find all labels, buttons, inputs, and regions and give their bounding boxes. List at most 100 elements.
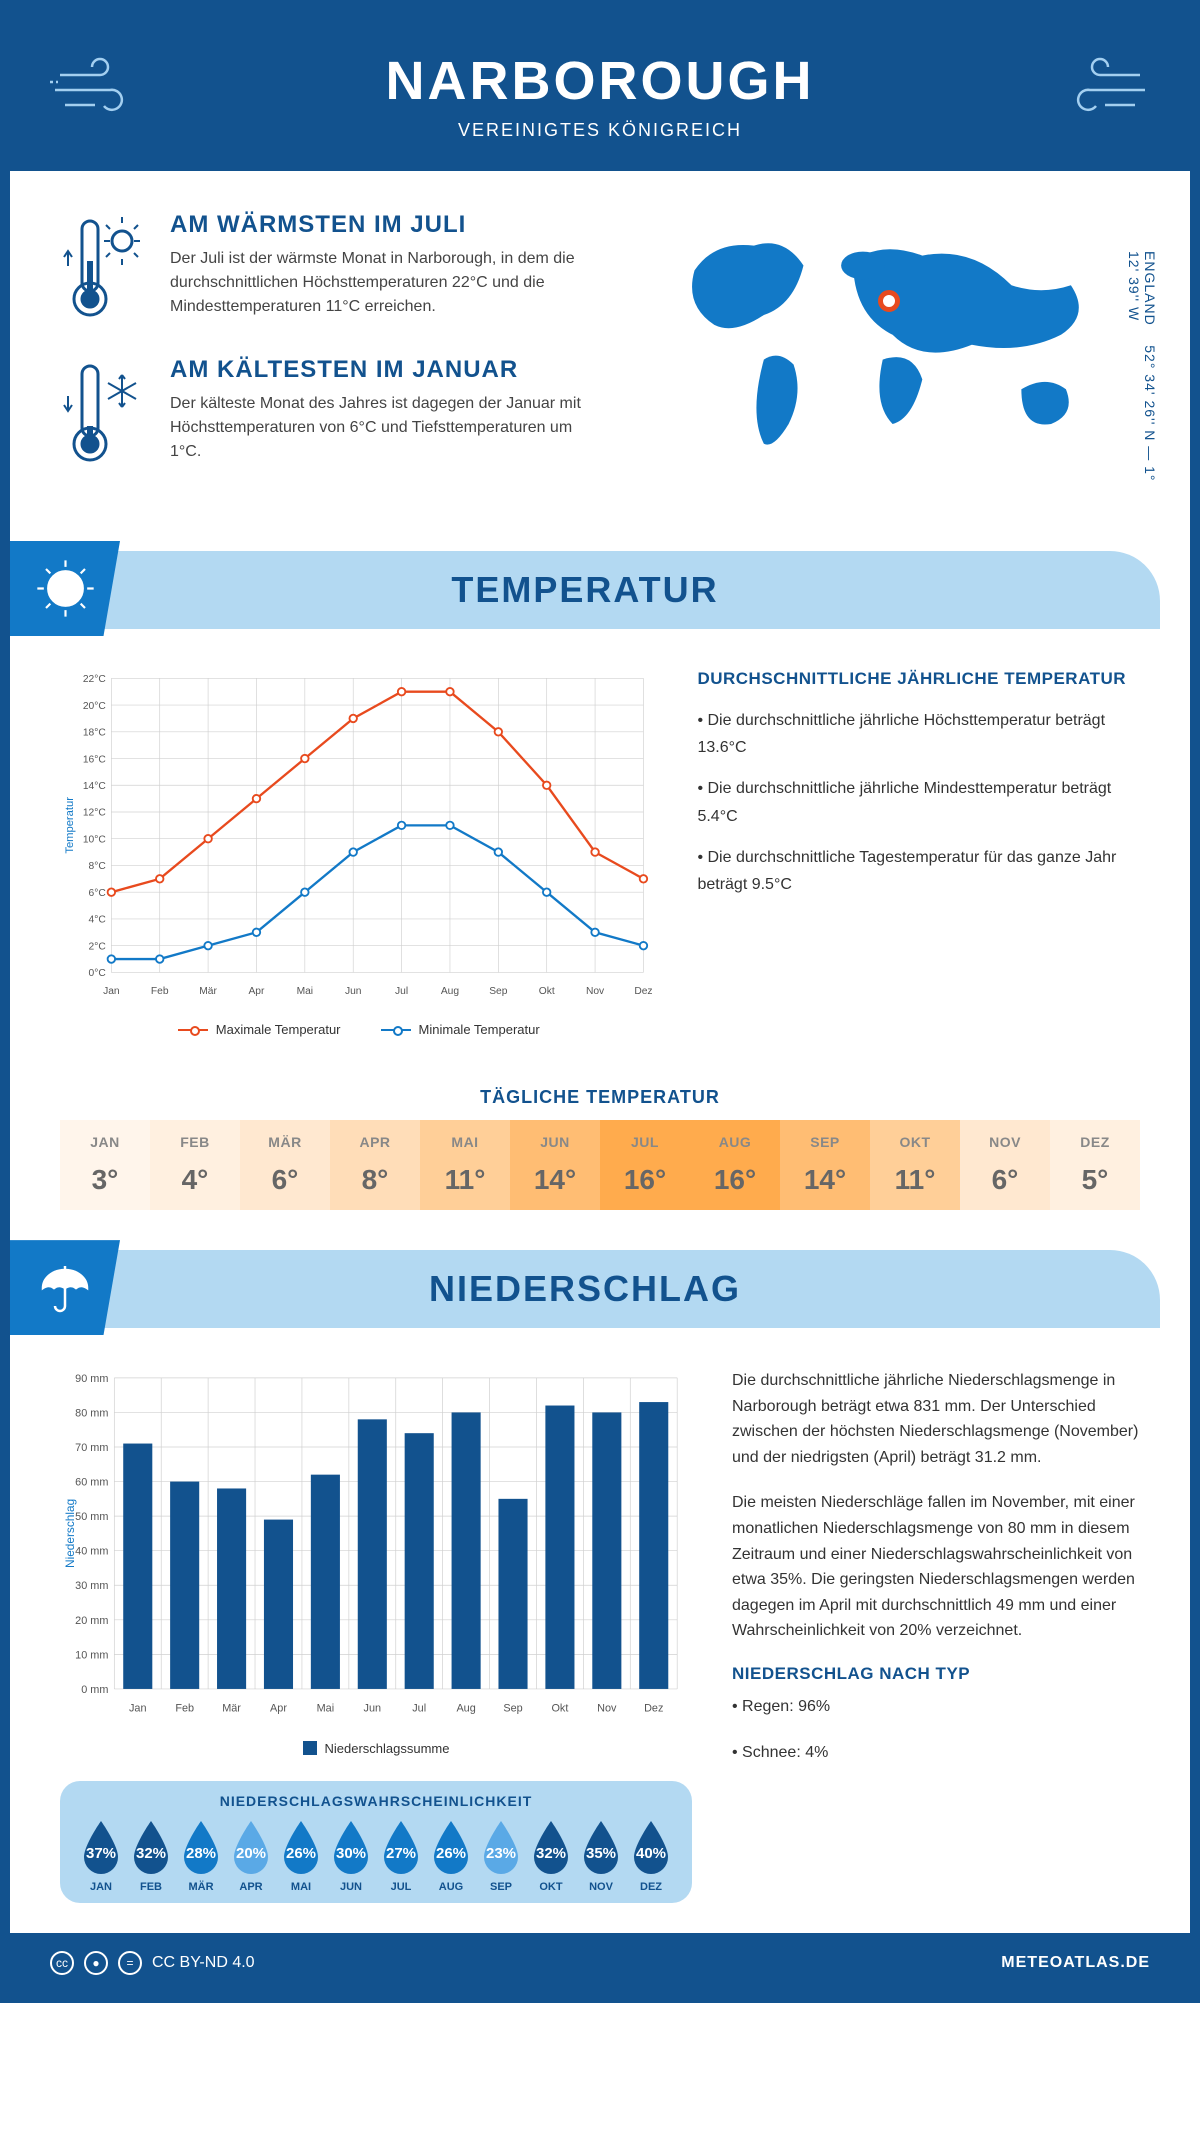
svg-text:Jul: Jul	[412, 1703, 426, 1715]
svg-text:Nov: Nov	[586, 986, 605, 997]
precip-p2: Die meisten Niederschläge fallen im Nove…	[732, 1490, 1140, 1644]
sun-icon	[10, 541, 120, 636]
svg-text:20 mm: 20 mm	[75, 1615, 108, 1627]
temp-cell: OKT11°	[870, 1120, 960, 1210]
svg-text:Apr: Apr	[248, 986, 265, 997]
svg-text:Sep: Sep	[503, 1703, 522, 1715]
svg-text:Mai: Mai	[297, 986, 314, 997]
svg-text:Jul: Jul	[395, 986, 408, 997]
section-title-precipitation: NIEDERSCHLAG	[10, 1268, 1160, 1310]
svg-text:Aug: Aug	[456, 1703, 475, 1715]
cc-icon: cc	[50, 1951, 74, 1975]
highlights: AM WÄRMSTEN IM JULI Der Juli ist der wär…	[60, 211, 605, 501]
legend-max-temp: Maximale Temperatur	[178, 1022, 341, 1037]
probability-drop: 26% AUG	[428, 1819, 474, 1893]
wind-icon	[1050, 50, 1150, 125]
svg-text:0 mm: 0 mm	[81, 1684, 108, 1696]
precipitation-probability-box: NIEDERSCHLAGSWAHRSCHEINLICHKEIT 37% JAN …	[60, 1781, 692, 1903]
legend-min-temp: Minimale Temperatur	[381, 1022, 540, 1037]
svg-text:Aug: Aug	[441, 986, 460, 997]
probability-drop: 28% MÄR	[178, 1819, 224, 1893]
highlight-warm-text: Der Juli ist der wärmste Monat in Narbor…	[170, 247, 605, 319]
daily-temperature-strip: JAN3°FEB4°MÄR6°APR8°MAI11°JUN14°JUL16°AU…	[60, 1120, 1140, 1210]
daily-temp-title: TÄGLICHE TEMPERATUR	[10, 1087, 1190, 1108]
temp-cell: NOV6°	[960, 1120, 1050, 1210]
svg-text:Niederschlag: Niederschlag	[63, 1499, 77, 1568]
precip-snow: • Schnee: 4%	[732, 1740, 1140, 1766]
temp-bullet-1: • Die durchschnittliche jährliche Höchst…	[697, 707, 1140, 761]
temperature-line-chart: 0°C2°C4°C6°C8°C10°C12°C14°C16°C18°C20°C2…	[60, 669, 657, 1037]
probability-drop: 37% JAN	[78, 1819, 124, 1893]
license-text: CC BY-ND 4.0	[152, 1954, 255, 1972]
svg-text:Jun: Jun	[364, 1703, 382, 1715]
svg-text:Mär: Mär	[199, 986, 217, 997]
svg-text:80 mm: 80 mm	[75, 1407, 108, 1419]
svg-text:Okt: Okt	[551, 1703, 568, 1715]
temp-cell: APR8°	[330, 1120, 420, 1210]
intro-section: AM WÄRMSTEN IM JULI Der Juli ist der wär…	[10, 171, 1190, 531]
probability-drop: 32% FEB	[128, 1819, 174, 1893]
highlight-coldest: AM KÄLTESTEN IM JANUAR Der kälteste Mona…	[60, 356, 605, 471]
svg-text:16°C: 16°C	[83, 754, 107, 765]
world-map-svg	[645, 211, 1140, 488]
svg-text:2°C: 2°C	[89, 941, 107, 952]
section-header-precipitation: NIEDERSCHLAG	[10, 1250, 1160, 1328]
coordinates: ENGLAND 52° 34' 26'' N — 1° 12' 39'' W	[1126, 251, 1158, 501]
svg-text:Feb: Feb	[175, 1703, 194, 1715]
svg-text:Jan: Jan	[129, 1703, 147, 1715]
infographic-page: NARBOROUGH VEREINIGTES KÖNIGREICH AM WÄR…	[0, 0, 1200, 2003]
svg-text:Jun: Jun	[345, 986, 362, 997]
svg-text:4°C: 4°C	[89, 915, 107, 926]
probability-drop: 20% APR	[228, 1819, 274, 1893]
svg-text:12°C: 12°C	[83, 808, 107, 819]
svg-text:Feb: Feb	[151, 986, 169, 997]
svg-text:14°C: 14°C	[83, 781, 107, 792]
svg-text:18°C: 18°C	[83, 728, 107, 739]
temp-bullet-2: • Die durchschnittliche jährliche Mindes…	[697, 775, 1140, 829]
thermometer-snow-icon	[60, 356, 150, 471]
footer: cc ● = CC BY-ND 4.0 METEOATLAS.DE	[10, 1933, 1190, 1993]
svg-text:Apr: Apr	[270, 1703, 287, 1715]
probability-drop: 32% OKT	[528, 1819, 574, 1893]
temp-cell: MAI11°	[420, 1120, 510, 1210]
wind-icon	[50, 50, 150, 125]
svg-text:30 mm: 30 mm	[75, 1580, 108, 1592]
nd-icon: =	[118, 1951, 142, 1975]
temperature-content: 0°C2°C4°C6°C8°C10°C12°C14°C16°C18°C20°C2…	[10, 629, 1190, 1067]
svg-text:50 mm: 50 mm	[75, 1511, 108, 1523]
highlight-cold-title: AM KÄLTESTEN IM JANUAR	[170, 356, 605, 384]
world-map: ENGLAND 52° 34' 26'' N — 1° 12' 39'' W	[645, 211, 1140, 501]
svg-text:Mär: Mär	[222, 1703, 241, 1715]
probability-drop: 26% MAI	[278, 1819, 324, 1893]
temp-cell: AUG16°	[690, 1120, 780, 1210]
temperature-summary: DURCHSCHNITTLICHE JÄHRLICHE TEMPERATUR •…	[697, 669, 1140, 1037]
probability-drop: 23% SEP	[478, 1819, 524, 1893]
svg-text:8°C: 8°C	[89, 861, 107, 872]
svg-text:22°C: 22°C	[83, 674, 107, 685]
svg-text:70 mm: 70 mm	[75, 1442, 108, 1454]
temp-cell: MÄR6°	[240, 1120, 330, 1210]
location-marker-icon	[878, 290, 900, 312]
svg-text:0°C: 0°C	[89, 968, 107, 979]
map-container	[645, 211, 1140, 493]
probability-drop: 27% JUL	[378, 1819, 424, 1893]
svg-text:60 mm: 60 mm	[75, 1477, 108, 1489]
temp-cell: SEP14°	[780, 1120, 870, 1210]
temp-bullet-3: • Die durchschnittliche Tagestemperatur …	[697, 844, 1140, 898]
svg-text:Okt: Okt	[539, 986, 555, 997]
temperature-legend: Maximale Temperatur Minimale Temperatur	[60, 1022, 657, 1037]
page-subtitle: VEREINIGTES KÖNIGREICH	[40, 120, 1160, 141]
by-icon: ●	[84, 1951, 108, 1975]
section-title-temperature: TEMPERATUR	[10, 569, 1160, 611]
svg-text:40 mm: 40 mm	[75, 1546, 108, 1558]
precipitation-bar-chart: 0 mm10 mm20 mm30 mm40 mm50 mm60 mm70 mm8…	[60, 1368, 692, 1756]
thermometer-sun-icon	[60, 211, 150, 326]
license-info: cc ● = CC BY-ND 4.0	[50, 1951, 255, 1975]
precipitation-content: 0 mm10 mm20 mm30 mm40 mm50 mm60 mm70 mm8…	[10, 1328, 1190, 1933]
svg-text:Dez: Dez	[634, 986, 652, 997]
legend-precip-sum: Niederschlagssumme	[303, 1741, 450, 1756]
header: NARBOROUGH VEREINIGTES KÖNIGREICH	[10, 10, 1190, 171]
svg-text:Sep: Sep	[489, 986, 508, 997]
svg-text:6°C: 6°C	[89, 888, 107, 899]
section-header-temperature: TEMPERATUR	[10, 551, 1160, 629]
